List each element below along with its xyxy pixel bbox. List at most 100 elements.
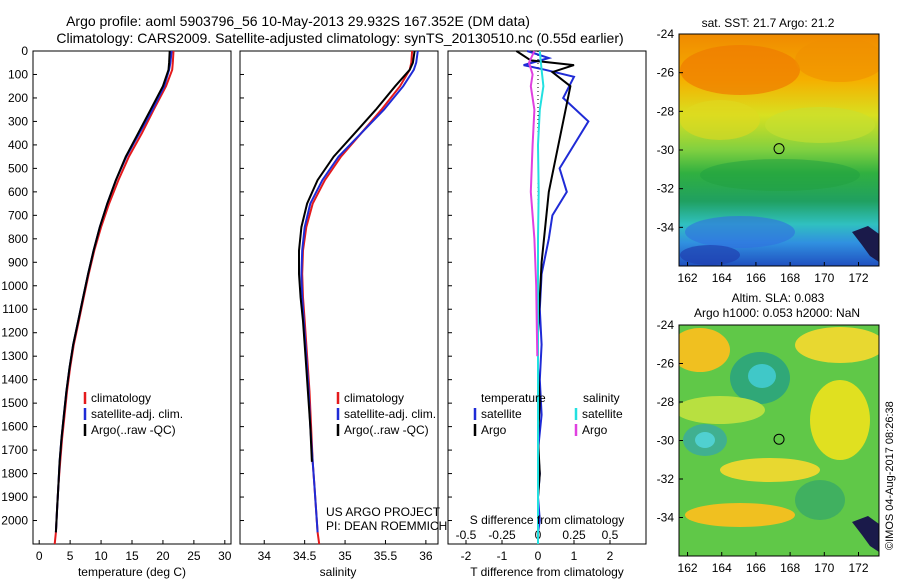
diff-xtick-label: -1 <box>497 549 508 563</box>
diff-legend-sal-argo: Argo <box>582 423 608 437</box>
sst-ticks-ytick-label: -34 <box>657 220 675 234</box>
sst-ticks-xtick-label: 166 <box>746 271 766 285</box>
imos-credit: ©IMOS 04-Aug-2017 08:26:38 <box>884 401 896 550</box>
temp-legend-argo: Argo(..raw -QC) <box>91 423 176 437</box>
sla-ticks-xtick-label: 166 <box>746 561 766 575</box>
sla-map-axes: 162 164 166 168 170 172 -24 -26 -28 -30 -32 -34 <box>657 318 869 575</box>
sst-ticks-xtick-label: 172 <box>848 271 868 285</box>
temp-legend-satellite: satellite-adj. clim. <box>91 407 183 421</box>
sla-ticks-ytick-label: -26 <box>657 357 675 371</box>
diff-stick-label: -0.25 <box>488 528 516 542</box>
sst-ticks-ytick-label: -24 <box>657 27 675 41</box>
sla-ticks-ytick-label: -32 <box>657 472 675 486</box>
sal-legend-argo: Argo(..raw -QC) <box>344 423 429 437</box>
difference-xlabel-top: S difference from climatology <box>470 513 625 527</box>
project-credit: US ARGO PROJECT <box>326 505 441 519</box>
diff-legend-temperature-title: temperature <box>481 391 546 405</box>
diff-xtick-label: 1 <box>571 549 578 563</box>
sla-float-marker <box>773 433 785 445</box>
depth-tick-label: 200 <box>8 91 28 105</box>
sst-map-title: sat. SST: 21.7 Argo: 21.2 <box>702 16 835 30</box>
salinity-legend: climatology satellite-adj. clim. Argo(..… <box>336 391 436 437</box>
diff-legend-sal-satellite: satellite <box>582 407 623 421</box>
diff-xtick-label: 0 <box>535 549 542 563</box>
depth-tick-label: 1400 <box>1 373 28 387</box>
sal-legend-satellite: satellite-adj. clim. <box>344 407 436 421</box>
sst-ticks-ytick-label: -32 <box>657 182 675 196</box>
depth-tick-label: 0 <box>21 44 28 58</box>
diff-legend-salinity-title: salinity <box>583 391 620 405</box>
sal-xtick-label: 34 <box>258 549 272 563</box>
sla-ticks-xtick-label: 168 <box>780 561 800 575</box>
salinity-axes: 34 34.5 35 35.5 36 <box>258 540 433 563</box>
diff-legend-temp-argo: Argo <box>481 423 507 437</box>
difference-legend: temperature satellite Argo salinity sate… <box>473 391 623 437</box>
diff-legend-temp-satellite: satellite <box>481 407 522 421</box>
temp-series-argo-raw-qc <box>54 50 171 533</box>
sal-legend-climatology: climatology <box>344 391 404 405</box>
diff-xtick-label: -2 <box>461 549 472 563</box>
sal-xtick-label: 34.5 <box>293 549 317 563</box>
temperature-panel-frame <box>32 50 232 545</box>
depth-tick-label: 100 <box>8 67 28 81</box>
sla-ticks-ytick-label: -34 <box>657 511 675 525</box>
depth-tick-label: 1200 <box>1 326 28 340</box>
diff-xtick-label: 2 <box>607 549 614 563</box>
sal-series-argo-raw-qc <box>298 50 416 462</box>
depth-tick-label: 800 <box>8 232 28 246</box>
depth-tick-label: 1600 <box>1 420 28 434</box>
depth-tick-label: 1100 <box>2 302 28 316</box>
sal-xtick-label: 35.5 <box>374 549 398 563</box>
depth-tick-label: 400 <box>8 138 28 152</box>
sla-ticks-ytick-label: -28 <box>657 395 675 409</box>
sst-float-marker <box>773 143 785 155</box>
sal-xtick-label: 36 <box>419 549 433 563</box>
sla-map-field <box>679 325 879 556</box>
depth-tick-label: 500 <box>8 161 28 175</box>
diff-series-salinity-argo <box>527 50 539 357</box>
diff-series-salinity-satellite <box>536 50 545 544</box>
salinity-series <box>298 50 419 545</box>
temp-xtick-label: 30 <box>218 549 232 563</box>
temp-xtick-label: 20 <box>156 549 170 563</box>
temperature-legend: climatology satellite-adj. clim. Argo(..… <box>83 391 183 437</box>
sla-ticks-xtick-label: 162 <box>678 561 698 575</box>
depth-tick-label: 1500 <box>1 396 28 410</box>
temp-xtick-label: 15 <box>125 549 139 563</box>
pi-credit: PI: DEAN ROEMMICH <box>326 519 447 533</box>
sst-ticks-xtick-label: 162 <box>678 271 698 285</box>
temp-xtick-label: 0 <box>36 549 43 563</box>
sst-ticks-ytick-label: -28 <box>657 104 675 118</box>
sal-xtick-label: 35 <box>338 549 352 563</box>
depth-tick-label: 1000 <box>1 279 28 293</box>
depth-tick-label: 1800 <box>1 467 28 481</box>
sst-ticks-xtick-label: 168 <box>780 271 800 285</box>
depth-tick-label: 700 <box>8 208 28 222</box>
difference-panel-frame <box>447 50 647 545</box>
temp-xtick-label: 5 <box>67 549 74 563</box>
sla-ticks-ytick-label: -30 <box>657 434 675 448</box>
sst-ticks-ytick-label: -26 <box>657 66 675 80</box>
depth-tick-label: 2000 <box>1 514 28 528</box>
figure-title-line2: Climatology: CARS2009. Satellite-adjuste… <box>56 30 623 46</box>
diff-stick-label: 0.5 <box>602 528 619 542</box>
sla-map-title-line1: Altim. SLA: 0.083 <box>732 291 825 305</box>
sst-ticks-ytick-label: -30 <box>657 143 675 157</box>
sst-ticks-xtick-label: 164 <box>712 271 732 285</box>
sst-map-axes: 162 164 166 168 170 172 -24 -26 -28 -30 -32 -34 <box>657 27 869 285</box>
salinity-panel-frame <box>239 50 439 545</box>
depth-axis: 0 100 200 300 400 500 600 700 800 900 1000 1100 1200… <box>1 44 452 528</box>
depth-tick-label: 1900 <box>1 490 28 504</box>
depth-tick-label: 300 <box>8 114 28 128</box>
temperature-series <box>53 50 175 545</box>
difference-xlabel: T difference from climatology <box>470 565 624 579</box>
diff-stick-label: -0.5 <box>456 528 477 542</box>
temp-xtick-label: 25 <box>187 549 201 563</box>
depth-tick-label: 1700 <box>1 443 28 457</box>
temperature-xlabel: temperature (deg C) <box>78 565 186 579</box>
depth-tick-label: 900 <box>8 255 28 269</box>
temperature-axes: 0 5 10 15 20 25 30 <box>36 540 232 563</box>
sla-ticks-xtick-label: 164 <box>712 561 732 575</box>
sla-ticks-xtick-label: 170 <box>814 561 834 575</box>
